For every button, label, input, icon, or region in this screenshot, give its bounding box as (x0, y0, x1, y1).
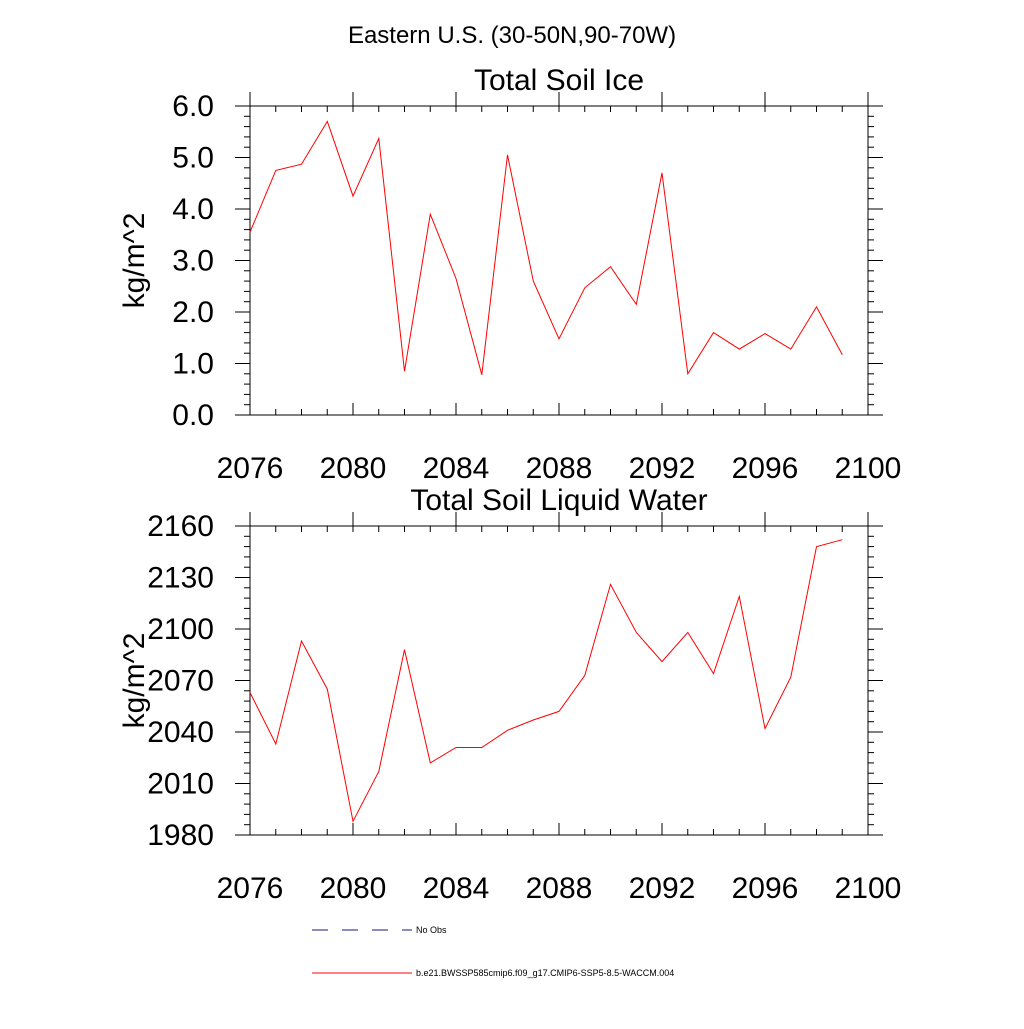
data-point (764, 332, 767, 335)
data-point (686, 631, 689, 634)
x-tick-label: 2096 (732, 452, 799, 485)
legend-label-no-obs: No Obs (416, 925, 447, 935)
page-title: Eastern U.S. (30-50N,90-70W) (348, 22, 676, 49)
y-tick-label: 2010 (147, 768, 214, 801)
data-point (326, 120, 329, 123)
data-point (532, 280, 535, 283)
data-point (738, 348, 741, 351)
x-tick-label: 2080 (320, 872, 387, 905)
data-point (403, 648, 406, 651)
data-point (506, 729, 509, 732)
data-point (815, 545, 818, 548)
data-point (274, 169, 277, 172)
data-point (712, 672, 715, 675)
y-tick-label: 2130 (147, 562, 214, 595)
data-point (789, 676, 792, 679)
data-point (506, 153, 509, 156)
x-tick-label: 2096 (732, 872, 799, 905)
data-point (558, 337, 561, 340)
y-axis-label: kg/m^2 (118, 633, 151, 729)
y-tick-label: 0.0 (172, 399, 214, 432)
y-tick-label: 6.0 (172, 90, 214, 123)
x-tick-label: 2088 (526, 872, 593, 905)
data-point (480, 373, 483, 376)
data-point (429, 761, 432, 764)
x-tick-label: 2100 (835, 452, 902, 485)
data-point (635, 631, 638, 634)
data-point (841, 353, 844, 356)
data-point (352, 195, 355, 198)
data-point (532, 718, 535, 721)
data-point (661, 660, 664, 663)
x-tick-label: 2088 (526, 452, 593, 485)
y-tick-label: 2.0 (172, 296, 214, 329)
chart-panels: Total Soil Ice kg/m^2 2076 2080 2084 2088 2092… (118, 64, 901, 905)
data-point (352, 820, 355, 823)
y-tick-label: 2100 (147, 613, 214, 646)
data-point (583, 286, 586, 289)
x-tick-label: 2092 (629, 872, 696, 905)
series-line (249, 539, 843, 823)
data-point (841, 538, 844, 541)
data-point (274, 743, 277, 746)
data-point (738, 595, 741, 598)
y-tick-label: 2040 (147, 716, 214, 749)
data-point (583, 674, 586, 677)
y-tick-label: 3.0 (172, 245, 214, 278)
data-point (326, 688, 329, 691)
y-tick-label: 1.0 (172, 348, 214, 381)
data-point (815, 305, 818, 308)
legend: No Obs b.e21.BWSSP585cmip6.f09_g17.CMIP6… (312, 925, 674, 978)
chart-title: Total Soil Liquid Water (410, 484, 707, 517)
data-point (712, 331, 715, 334)
chart-panel-1: Total Soil Ice kg/m^2 2076 2080 2084 2088 2092… (118, 64, 901, 485)
data-point (789, 348, 792, 351)
data-point (764, 727, 767, 730)
data-point (558, 710, 561, 713)
x-tick-label: 2092 (629, 452, 696, 485)
chart-title: Total Soil Ice (474, 64, 644, 97)
x-tick-label: 2076 (217, 452, 284, 485)
data-point (635, 303, 638, 306)
data-point (480, 746, 483, 749)
y-tick-label: 2160 (147, 510, 214, 543)
data-point (249, 691, 252, 694)
data-point (609, 583, 612, 586)
x-tick-label: 2080 (320, 452, 387, 485)
data-point (377, 137, 380, 140)
x-tick-label: 2084 (423, 872, 490, 905)
data-point (300, 640, 303, 643)
data-point (403, 370, 406, 373)
x-tick-label: 2076 (217, 872, 284, 905)
data-point (661, 171, 664, 174)
legend-label-model: b.e21.BWSSP585cmip6.f09_g17.CMIP6-SSP5-8… (416, 968, 674, 978)
data-point (377, 770, 380, 773)
chart-panel-2: Total Soil Liquid Water kg/m^2 2076 2080 208… (118, 484, 901, 905)
data-point (455, 277, 458, 280)
x-tick-label: 2084 (423, 452, 490, 485)
y-axis-label: kg/m^2 (118, 213, 151, 309)
data-point (300, 163, 303, 166)
data-point (609, 265, 612, 268)
x-tick-label: 2100 (835, 872, 902, 905)
y-tick-label: 1980 (147, 819, 214, 852)
y-tick-label: 4.0 (172, 193, 214, 226)
y-tick-label: 2070 (147, 665, 214, 698)
plot-frame (249, 105, 869, 416)
data-point (429, 213, 432, 216)
data-point (249, 231, 252, 234)
data-point (686, 372, 689, 375)
data-point (455, 746, 458, 749)
plot-frame (249, 525, 869, 836)
y-tick-label: 5.0 (172, 142, 214, 175)
series-line (249, 120, 843, 376)
